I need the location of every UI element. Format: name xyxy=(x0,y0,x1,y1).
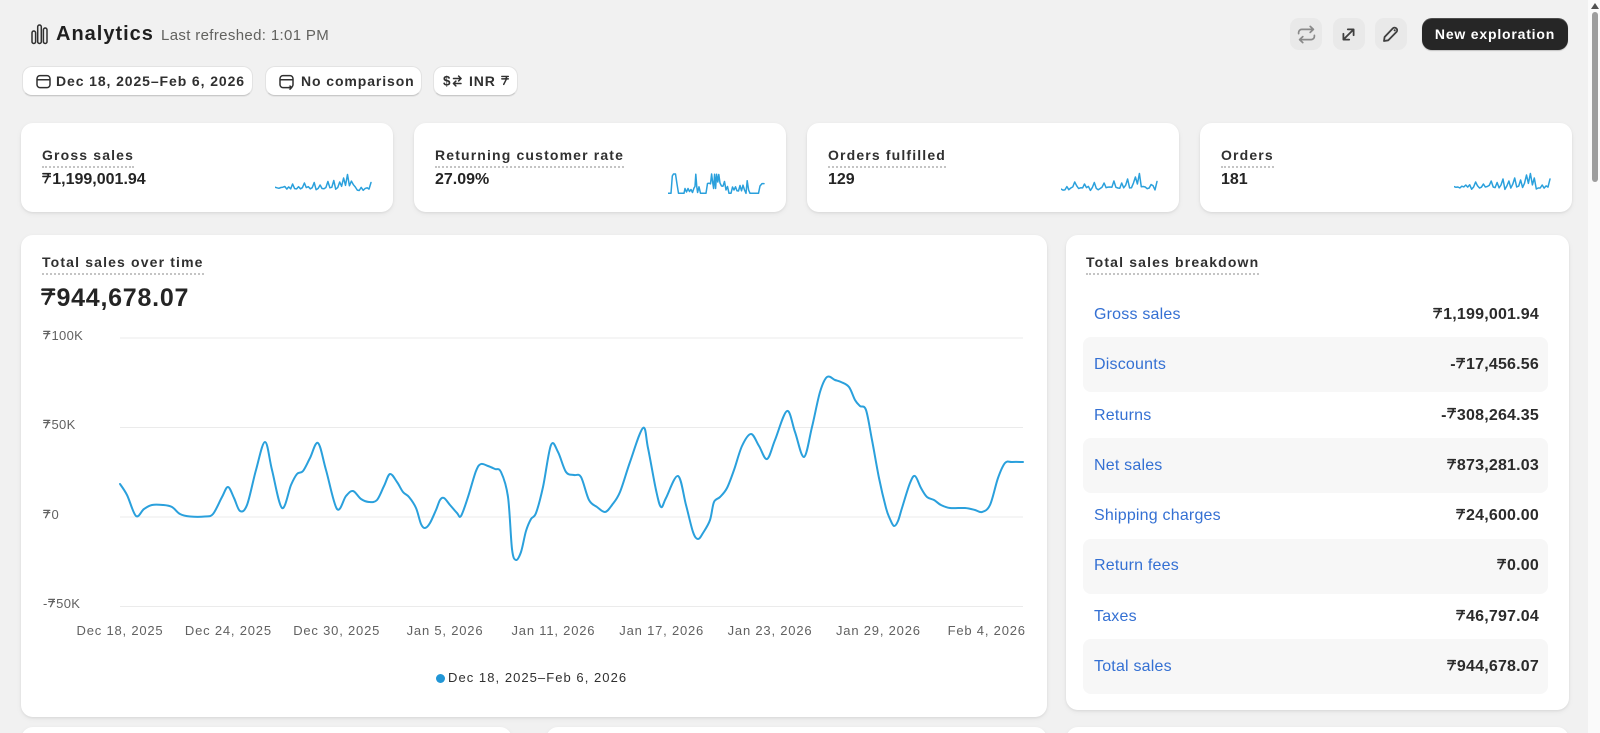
svg-text:Dec 30, 2025: Dec 30, 2025 xyxy=(293,623,380,638)
svg-text:Jan 5, 2026: Jan 5, 2026 xyxy=(407,623,484,638)
svg-text:Dec 18, 2025–Feb 6, 2026: Dec 18, 2025–Feb 6, 2026 xyxy=(448,670,627,685)
svg-text:Jan 17, 2026: Jan 17, 2026 xyxy=(619,623,704,638)
svg-text:Jan 11, 2026: Jan 11, 2026 xyxy=(511,623,595,638)
svg-text:Dec 18, 2025: Dec 18, 2025 xyxy=(77,623,164,638)
svg-text:$: $ xyxy=(443,74,451,89)
svg-text:Jan 29, 2026: Jan 29, 2026 xyxy=(836,623,921,638)
svg-text:Dec 24, 2025: Dec 24, 2025 xyxy=(185,623,272,638)
svg-text:Feb 4, 2026: Feb 4, 2026 xyxy=(948,623,1026,638)
svg-text:Jan 23, 2026: Jan 23, 2026 xyxy=(728,623,813,638)
